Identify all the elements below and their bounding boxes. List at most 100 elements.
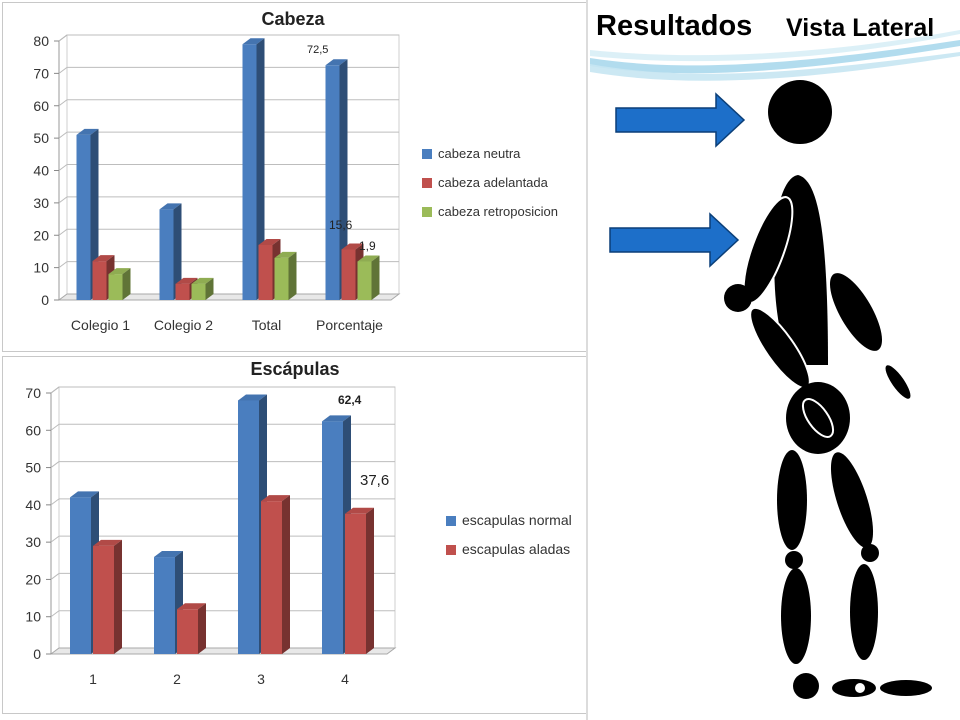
bar-side — [90, 128, 99, 300]
bar-side — [371, 255, 380, 300]
bar-front — [70, 497, 91, 654]
bar-side — [288, 251, 297, 300]
y-tick-label: 50 — [33, 130, 49, 146]
bar — [242, 38, 265, 301]
bar-side — [173, 203, 182, 300]
bar-front — [357, 261, 372, 300]
bar-front — [108, 274, 123, 300]
bar — [261, 495, 290, 654]
bar-top — [70, 491, 99, 498]
x-category-label: Colegio 1 — [71, 317, 130, 333]
bar-front — [261, 501, 282, 654]
bar-top — [76, 128, 99, 135]
bar — [108, 268, 131, 300]
bar-top — [341, 243, 364, 250]
bar-top — [159, 203, 182, 210]
x-category-label: 4 — [341, 671, 349, 687]
y-tick-label: 70 — [33, 65, 49, 81]
gridline-depth — [50, 423, 60, 431]
bar-front — [345, 513, 366, 654]
x-category-label: 3 — [257, 671, 265, 687]
bar-side — [198, 603, 206, 654]
gridline-depth — [58, 228, 68, 236]
bar-front — [341, 249, 356, 300]
y-tick-label: 80 — [33, 33, 49, 49]
bar-front — [325, 65, 340, 300]
legend-swatch — [422, 178, 432, 188]
y-tick-label: 40 — [33, 163, 49, 179]
bar-top — [177, 603, 206, 610]
bar-side — [122, 268, 131, 300]
y-tick-label: 20 — [33, 227, 49, 243]
legend-label: cabeza retroposicion — [438, 204, 558, 219]
x-category-label: 1 — [89, 671, 97, 687]
bar-front — [191, 283, 206, 300]
y-tick-label: 30 — [33, 195, 49, 211]
bar-top — [345, 507, 374, 514]
bar-side — [366, 507, 374, 654]
x-category-label: Total — [252, 317, 282, 333]
legend-label: escapulas normal — [462, 512, 572, 528]
bar-top — [357, 255, 380, 262]
bar-front — [93, 545, 114, 654]
bar-top — [154, 551, 183, 558]
gridline-depth — [58, 66, 68, 74]
bar-top — [92, 255, 115, 262]
divider — [586, 0, 588, 720]
bar-front — [274, 257, 289, 300]
bar-front — [76, 134, 91, 300]
bar — [274, 251, 297, 300]
bar-front — [258, 244, 273, 300]
cabeza-chart-panel: Cabeza 0 10 20 30 40 50 60 70 80 Colegio 1 Colegio … — [2, 2, 587, 352]
chart-title: Cabeza — [261, 9, 325, 29]
data-label: 15,6 — [329, 218, 353, 232]
bar-front — [175, 283, 190, 300]
y-tick-label: 60 — [25, 422, 41, 438]
legend-swatch — [422, 149, 432, 159]
legend-label: cabeza neutra — [438, 146, 521, 161]
y-tick-label: 60 — [33, 98, 49, 114]
bar-top — [108, 268, 131, 275]
bar-top — [191, 277, 214, 284]
bar-side — [339, 59, 348, 300]
y-tick-label: 20 — [25, 571, 41, 587]
y-tick-label: 10 — [25, 609, 41, 625]
gridline-depth — [58, 196, 68, 204]
y-tick-label: 40 — [25, 497, 41, 513]
bar — [159, 203, 182, 300]
bar — [325, 59, 348, 300]
gridline-depth — [50, 498, 60, 506]
legend-swatch — [446, 516, 456, 526]
bar-side — [114, 539, 122, 654]
bar-top — [325, 59, 348, 66]
bar-front — [242, 44, 257, 300]
bar-front — [238, 400, 259, 654]
gridline-depth — [58, 34, 68, 42]
bar-front — [159, 209, 174, 300]
bar-side — [282, 495, 290, 654]
legend-swatch — [446, 545, 456, 555]
x-category-label: Porcentaje — [316, 317, 383, 333]
bar-front — [177, 609, 198, 654]
gridline-depth — [50, 535, 60, 543]
bar-top — [238, 394, 267, 401]
y-tick-label: 0 — [33, 646, 41, 662]
gridline-depth — [50, 386, 60, 394]
data-label: 1,9 — [359, 239, 376, 253]
bar — [357, 255, 380, 300]
y-tick-label: 70 — [25, 385, 41, 401]
escapulas-chart-panel: Escápulas 0 10 20 30 40 50 60 70 1 2 3 4 escapulas no… — [2, 356, 587, 714]
data-label: 37,6 — [360, 472, 389, 489]
data-label: 72,5 — [307, 44, 328, 56]
gridline-depth — [58, 261, 68, 269]
bar-top — [274, 251, 297, 258]
arrow-head-icon — [615, 92, 746, 148]
gridline-depth — [58, 131, 68, 139]
legend-label: cabeza adelantada — [438, 175, 549, 190]
gridline-depth — [50, 610, 60, 618]
legend-swatch — [422, 207, 432, 217]
arrow-shoulder-icon — [609, 212, 740, 268]
bar-top — [258, 238, 281, 245]
bar-top — [175, 277, 198, 284]
gridline-depth — [58, 164, 68, 171]
